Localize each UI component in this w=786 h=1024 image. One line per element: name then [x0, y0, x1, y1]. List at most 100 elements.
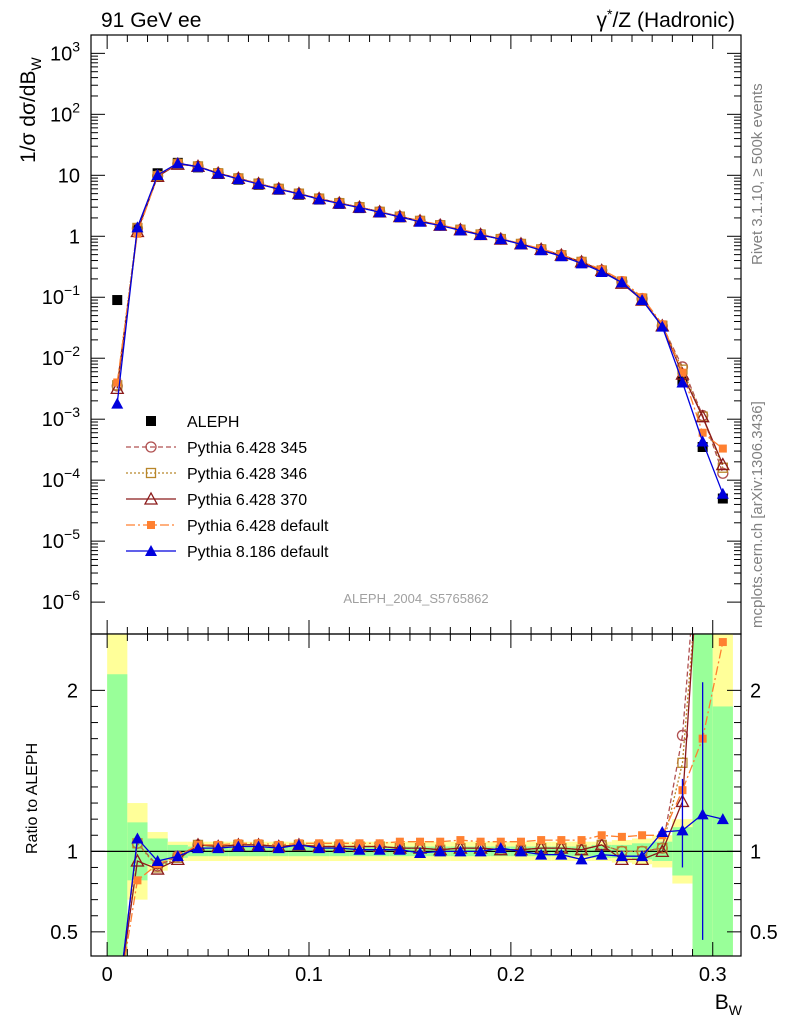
point-data	[697, 441, 708, 452]
ratio-uncertainty-bands	[91, 634, 741, 956]
header-right-rest: /Z (Hadronic)	[612, 9, 735, 32]
y-tick-exp: −4	[64, 465, 80, 481]
point-p6default	[698, 428, 707, 437]
ratio-point-p6default	[476, 837, 485, 846]
ratio-point-p6default	[395, 837, 404, 846]
legend-item-p346: Pythia 6.428 346	[126, 466, 307, 483]
y-tick-base: 10	[50, 104, 72, 126]
point-p8	[676, 376, 689, 388]
ratio-point-p8	[292, 838, 305, 850]
y-tick-exp: −6	[64, 587, 80, 603]
ratio-point-p6default	[638, 831, 647, 840]
y-tick-label: 10−5	[42, 526, 80, 553]
ratio-point-p8	[171, 850, 184, 862]
ratio-point-p8	[131, 832, 144, 844]
ratio-y-label: Ratio to ALEPH	[24, 743, 41, 854]
header-left: 91 GeV ee	[101, 9, 201, 32]
point-p8	[272, 183, 285, 195]
point-p8	[353, 201, 366, 213]
legend-item-data: ALEPH	[146, 414, 239, 431]
y-tick-label: 10−1	[42, 282, 80, 309]
y-tick-label: 10	[58, 165, 80, 187]
ratio-point-p8	[333, 842, 346, 854]
point-p8	[131, 221, 144, 233]
ratio-point-p8	[555, 848, 568, 860]
ratio-y-tick-label: 2	[67, 680, 78, 702]
main-plot-area	[91, 35, 741, 634]
point-p8	[232, 172, 245, 184]
point-p370	[110, 381, 125, 395]
ratio-series-group	[122, 634, 729, 956]
point-p6default	[718, 444, 727, 453]
legend-label: Pythia 6.428 default	[187, 518, 329, 535]
y-tick-label: 10−3	[42, 404, 80, 431]
point-p8	[514, 238, 527, 250]
legend-item-p345: Pythia 6.428 345	[126, 440, 307, 457]
ratio-point-p6default	[617, 832, 626, 841]
legend-label: Pythia 6.428 345	[187, 440, 307, 457]
y-tick-label: 10−4	[42, 465, 80, 492]
point-p8	[151, 169, 164, 181]
main-y-label-main: 1/σ dσ/dB	[17, 71, 40, 163]
point-p8	[252, 178, 265, 190]
ratio-point-p8	[353, 843, 366, 855]
point-p6default	[113, 378, 122, 387]
point-p8	[494, 233, 507, 245]
legend-label: Pythia 6.428 346	[187, 466, 307, 483]
ratio-point-p6default	[537, 836, 546, 845]
point-p8	[555, 250, 568, 262]
header-right-gamma: γ	[597, 9, 608, 32]
legend-item-p8: Pythia 8.186 default	[126, 544, 329, 561]
ratio-point-p8	[615, 850, 628, 862]
mcplots-label: mcplots.cern.ch [arXiv:1306.3436]	[749, 401, 766, 628]
legend-marker	[145, 545, 157, 556]
y-tick-exp: 3	[72, 38, 80, 54]
ratio-y-tick-label: 0.5	[50, 922, 78, 944]
ratio-point-p6default	[496, 837, 505, 846]
y-tick-base: 10	[42, 348, 64, 370]
ratio-point-p8	[454, 845, 467, 857]
y-tick-exp: −3	[64, 404, 80, 420]
point-p8	[313, 193, 326, 205]
point-p8	[615, 276, 628, 288]
ratio-point-p6default	[577, 836, 586, 845]
point-p8	[716, 487, 729, 499]
y-tick-base: 10	[42, 592, 64, 614]
ratio-point-p370	[655, 843, 670, 857]
x-axis-label: BW	[715, 991, 743, 1018]
y-tick-base: 10	[42, 531, 64, 553]
ratio-point-p6default	[456, 836, 465, 845]
point-p8	[454, 224, 467, 236]
y-tick-label: 10−6	[42, 587, 80, 614]
ratio-point-p6default	[597, 831, 606, 840]
ratio-point-p8	[313, 842, 326, 854]
ratio-frame	[90, 633, 742, 957]
y-tick-label: 10−2	[42, 343, 80, 370]
main-y-label: 1/σ dσ/dBW	[17, 57, 44, 163]
ratio-point-p346	[657, 842, 668, 854]
rivet-label: Rivet 3.1.10, ≥ 500k events	[749, 83, 766, 265]
legend-label: Pythia 8.186 default	[187, 544, 329, 561]
point-p8	[111, 397, 124, 409]
ratio-point-p8	[232, 840, 245, 852]
ratio-point-p6default	[557, 836, 566, 845]
ratio-y-tick-label-right: 0.5	[750, 922, 778, 944]
point-p8	[575, 257, 588, 269]
y-tick-base: 10	[50, 43, 72, 65]
point-p370	[715, 457, 730, 471]
y-tick-base: 10	[42, 409, 64, 431]
ratio-point-p6default	[355, 839, 364, 848]
main-y-label-sub: W	[28, 57, 44, 71]
ratio-point-p8	[494, 842, 507, 854]
header-right-star: *	[607, 6, 613, 22]
legend-label: ALEPH	[187, 414, 239, 431]
point-p8	[212, 167, 225, 179]
ratio-panel: 0.5 0.5 1 1 2 2 0 0.1 0.2 0.3	[50, 633, 778, 986]
y-tick-base: 10	[58, 165, 80, 187]
ratio-point-p8	[656, 826, 669, 838]
y-tick-label: 1	[69, 226, 80, 248]
band-inner	[712, 706, 733, 956]
point-p345	[717, 467, 729, 479]
ratio-point-p370	[150, 861, 165, 875]
